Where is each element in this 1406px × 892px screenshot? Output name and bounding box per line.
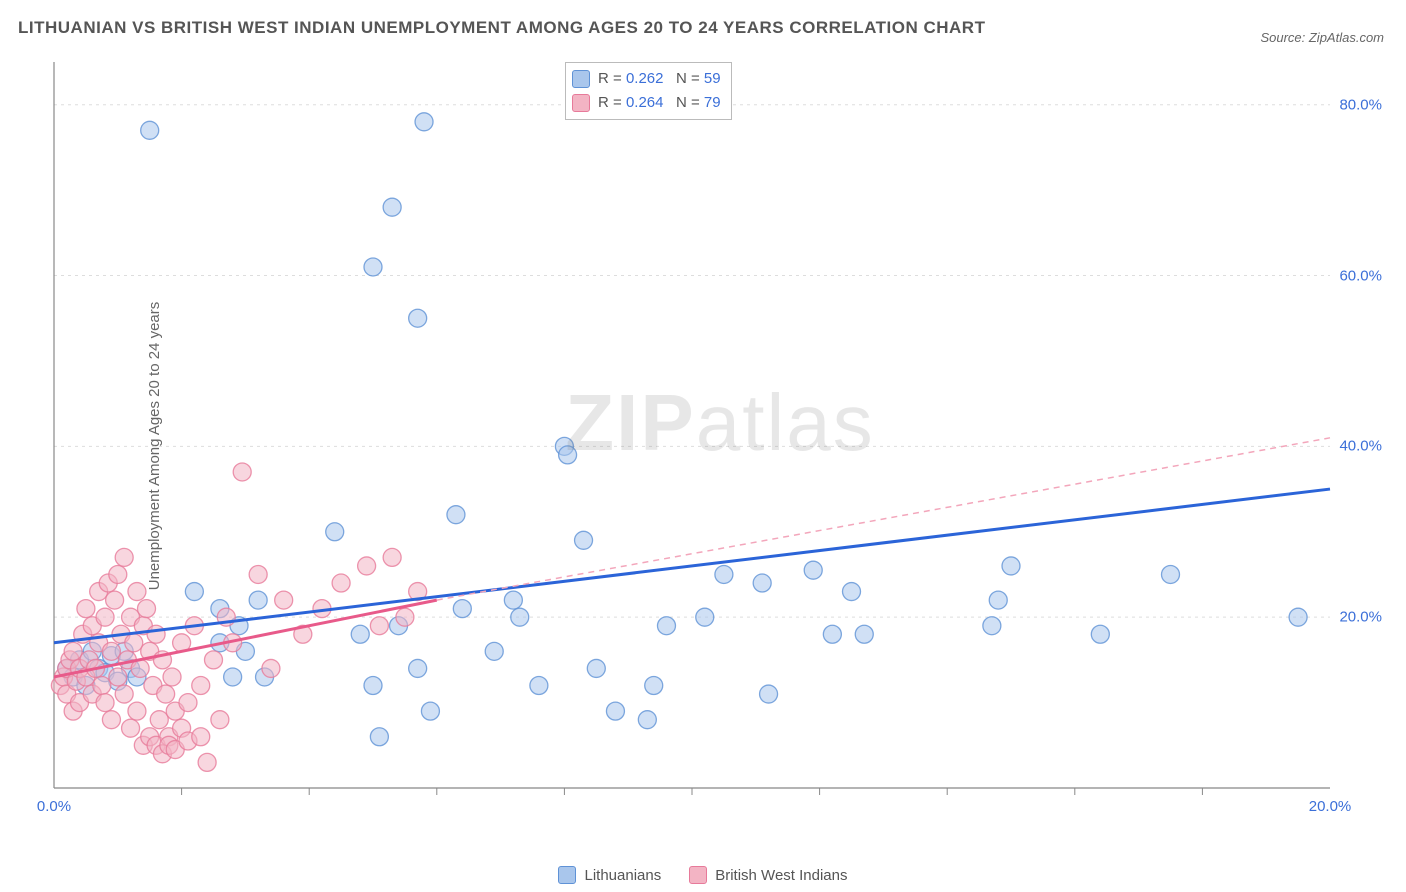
- y-tick-label: 20.0%: [1339, 609, 1382, 626]
- bottom-legend: Lithuanians British West Indians: [0, 866, 1406, 884]
- stats-legend-row: R = 0.264 N = 79: [572, 91, 721, 115]
- bottom-legend-item: British West Indians: [689, 866, 847, 884]
- x-tick-label: 0.0%: [37, 798, 71, 815]
- stats-text: R = 0.264 N = 79: [598, 91, 721, 115]
- x-tick-label: 20.0%: [1309, 798, 1352, 815]
- stats-legend-row: R = 0.262 N = 59: [572, 67, 721, 91]
- bottom-legend-item: Lithuanians: [558, 866, 661, 884]
- legend-swatch: [558, 866, 576, 884]
- chart-title: LITHUANIAN VS BRITISH WEST INDIAN UNEMPL…: [18, 18, 985, 38]
- stats-text: R = 0.262 N = 59: [598, 67, 721, 91]
- legend-swatch: [572, 70, 590, 88]
- stats-legend: R = 0.262 N = 59R = 0.264 N = 79: [565, 62, 732, 120]
- y-tick-label: 80.0%: [1339, 96, 1382, 113]
- legend-swatch: [689, 866, 707, 884]
- legend-label: Lithuanians: [584, 867, 661, 884]
- y-tick-label: 40.0%: [1339, 438, 1382, 455]
- legend-swatch: [572, 94, 590, 112]
- legend-label: British West Indians: [715, 867, 847, 884]
- chart-svg: [50, 58, 1390, 818]
- scatter-chart: R = 0.262 N = 59R = 0.264 N = 79 0.0%20.…: [50, 58, 1390, 818]
- y-tick-label: 60.0%: [1339, 267, 1382, 284]
- source-attribution: Source: ZipAtlas.com: [1260, 30, 1384, 45]
